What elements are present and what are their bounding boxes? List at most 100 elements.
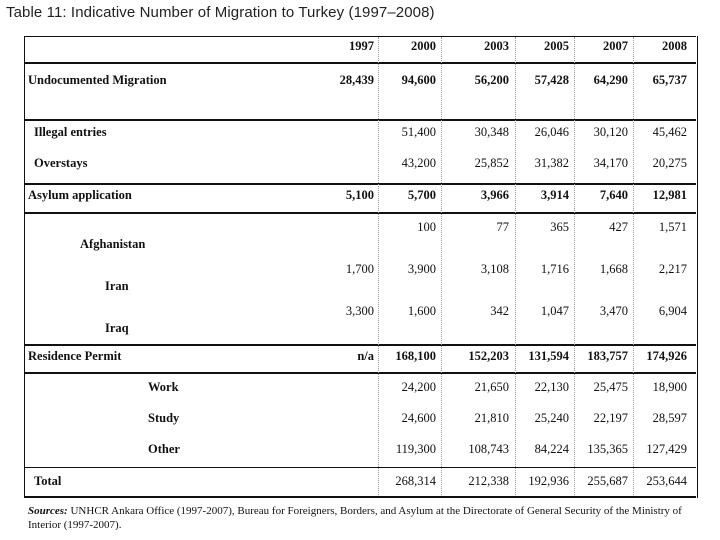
row-label-overstays: Overstays bbox=[34, 156, 88, 170]
cell-work-2007: 25,475 bbox=[593, 380, 628, 394]
cell-undocumented-2000: 94,600 bbox=[401, 73, 436, 87]
cell-overstays-2007: 34,170 bbox=[593, 156, 628, 170]
cell-iraq-2007: 3,470 bbox=[599, 304, 628, 318]
cell-study-2008: 28,597 bbox=[652, 411, 687, 425]
cell-residence-1997: n/a bbox=[357, 349, 374, 363]
cell-asylum-1997: 5,100 bbox=[345, 188, 374, 202]
cell-total-2000: 268,314 bbox=[395, 474, 436, 488]
cell-study-2000: 24,600 bbox=[401, 411, 436, 425]
row-label-asylum: Asylum application bbox=[28, 188, 132, 202]
cell-overstays-2008: 20,275 bbox=[652, 156, 687, 170]
section-rule bbox=[24, 344, 696, 346]
column-divider bbox=[574, 37, 575, 495]
cell-illegal-2003: 30,348 bbox=[474, 125, 509, 139]
cell-undocumented-2005: 57,428 bbox=[534, 73, 569, 87]
cell-overstays-2003: 25,852 bbox=[474, 156, 509, 170]
cell-asylum-2005: 3,914 bbox=[540, 188, 569, 202]
row-label-iraq: Iraq bbox=[105, 321, 129, 335]
table-top-rule bbox=[24, 36, 696, 37]
cell-iran-2008: 2,217 bbox=[658, 262, 687, 276]
cell-residence-2007: 183,757 bbox=[587, 349, 628, 363]
cell-iraq-2000: 1,600 bbox=[407, 304, 436, 318]
row-label-work: Work bbox=[148, 380, 179, 394]
cell-residence-2008: 174,926 bbox=[646, 349, 687, 363]
cell-asylum-2007: 7,640 bbox=[599, 188, 628, 202]
cell-illegal-2000: 51,400 bbox=[401, 125, 436, 139]
row-label-iran: Iran bbox=[105, 279, 129, 293]
column-header-2008: 2008 bbox=[662, 39, 687, 53]
cell-asylum-2000: 5,700 bbox=[407, 188, 436, 202]
cell-other-2003: 108,743 bbox=[468, 442, 509, 456]
cell-overstays-2005: 31,382 bbox=[534, 156, 569, 170]
section-rule bbox=[24, 183, 696, 185]
cell-residence-2003: 152,203 bbox=[468, 349, 509, 363]
column-divider bbox=[515, 37, 516, 495]
column-header-1997: 1997 bbox=[349, 39, 374, 53]
cell-iran-2003: 3,108 bbox=[480, 262, 509, 276]
cell-iraq-2005: 1,047 bbox=[540, 304, 569, 318]
row-label-afghanistan: Afghanistan bbox=[80, 237, 146, 251]
table-title: Table 11: Indicative Number of Migration… bbox=[6, 4, 435, 21]
section-rule bbox=[24, 212, 696, 214]
cell-total-2005: 192,936 bbox=[528, 474, 569, 488]
cell-undocumented-2008: 65,737 bbox=[652, 73, 687, 87]
cell-undocumented-1997: 28,439 bbox=[339, 73, 374, 87]
section-rule bbox=[24, 119, 696, 121]
cell-iraq-1997: 3,300 bbox=[345, 304, 374, 318]
cell-iraq-2008: 6,904 bbox=[658, 304, 687, 318]
cell-work-2005: 22,130 bbox=[534, 380, 569, 394]
sources-label: Sources: bbox=[28, 505, 68, 517]
cell-afghanistan-2008: 1,571 bbox=[658, 220, 687, 234]
cell-iraq-2003: 342 bbox=[490, 304, 509, 318]
cell-other-2000: 119,300 bbox=[395, 442, 436, 456]
cell-work-2000: 24,200 bbox=[401, 380, 436, 394]
cell-study-2007: 22,197 bbox=[593, 411, 628, 425]
cell-iran-1997: 1,700 bbox=[345, 262, 374, 276]
cell-residence-2005: 131,594 bbox=[528, 349, 569, 363]
cell-afghanistan-2007: 427 bbox=[609, 220, 628, 234]
cell-study-2003: 21,810 bbox=[474, 411, 509, 425]
row-label-illegal: Illegal entries bbox=[34, 125, 107, 139]
cell-total-2007: 255,687 bbox=[587, 474, 628, 488]
cell-residence-2000: 168,100 bbox=[395, 349, 436, 363]
column-divider bbox=[633, 37, 634, 495]
cell-study-2005: 25,240 bbox=[534, 411, 569, 425]
row-label-total: Total bbox=[34, 474, 62, 488]
sources-text: UNHCR Ankara Office (1997-2007), Bureau … bbox=[28, 505, 682, 531]
cell-total-2003: 212,338 bbox=[468, 474, 509, 488]
cell-work-2008: 18,900 bbox=[652, 380, 687, 394]
row-label-undocumented: Undocumented Migration bbox=[28, 73, 167, 87]
sources-note: Sources: UNHCR Ankara Office (1997-2007)… bbox=[28, 504, 708, 532]
cell-afghanistan-2000: 100 bbox=[417, 220, 436, 234]
cell-illegal-2007: 30,120 bbox=[593, 125, 628, 139]
cell-iran-2007: 1,668 bbox=[599, 262, 628, 276]
cell-undocumented-2003: 56,200 bbox=[474, 73, 509, 87]
cell-other-2005: 84,224 bbox=[534, 442, 569, 456]
row-label-other: Other bbox=[148, 442, 180, 456]
cell-afghanistan-2003: 77 bbox=[496, 220, 510, 234]
cell-illegal-2005: 26,046 bbox=[534, 125, 569, 139]
cell-other-2008: 127,429 bbox=[646, 442, 687, 456]
cell-asylum-2003: 3,966 bbox=[480, 188, 509, 202]
cell-other-2007: 135,365 bbox=[587, 442, 628, 456]
column-header-2003: 2003 bbox=[484, 39, 509, 53]
table-bottom-rule bbox=[24, 496, 696, 498]
row-label-residence: Residence Permit bbox=[28, 349, 122, 363]
cell-undocumented-2007: 64,290 bbox=[593, 73, 628, 87]
cell-work-2003: 21,650 bbox=[474, 380, 509, 394]
section-rule bbox=[24, 372, 696, 374]
cell-afghanistan-2005: 365 bbox=[550, 220, 569, 234]
cell-asylum-2008: 12,981 bbox=[652, 188, 687, 202]
cell-iran-2005: 1,716 bbox=[540, 262, 569, 276]
migration-table bbox=[24, 36, 698, 498]
cell-total-2008: 253,644 bbox=[646, 474, 687, 488]
column-header-2005: 2005 bbox=[544, 39, 569, 53]
header-rule bbox=[24, 62, 696, 64]
total-top-rule bbox=[24, 467, 696, 468]
cell-overstays-2000: 43,200 bbox=[401, 156, 436, 170]
cell-illegal-2008: 45,462 bbox=[652, 125, 687, 139]
cell-iran-2000: 3,900 bbox=[407, 262, 436, 276]
column-header-2000: 2000 bbox=[411, 39, 436, 53]
row-label-study: Study bbox=[148, 411, 180, 425]
column-divider bbox=[378, 37, 379, 495]
